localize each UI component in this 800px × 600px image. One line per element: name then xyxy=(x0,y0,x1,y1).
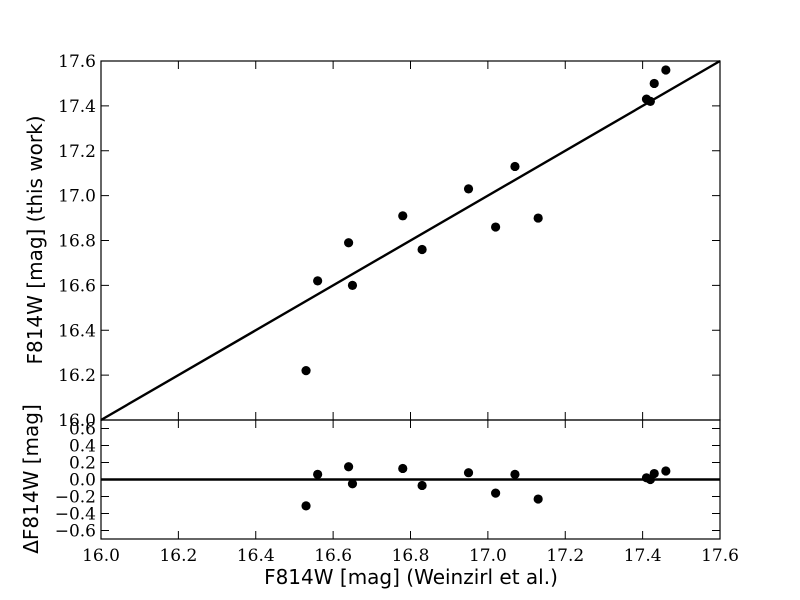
residual-data-point xyxy=(661,466,671,476)
main-data-point xyxy=(649,78,659,89)
residual-data-point xyxy=(491,488,501,498)
residual-panel: −0.6−0.4−0.20.00.20.40.6 16.0 16.2 16.4 16.6… xyxy=(55,419,739,566)
main-data-point xyxy=(463,184,474,194)
main-data-point xyxy=(491,222,501,232)
main-y-tick-label: 16.8 xyxy=(58,232,96,252)
residual-y-tick-label: −0.4 xyxy=(55,505,96,525)
main-y-tick-label: 16.4 xyxy=(58,321,96,341)
residual-y-tick-label: 0.6 xyxy=(69,420,96,440)
main-panel: 16.0 16.2 16.4 16.6 16.8 17.0 17.2 17.4 17.6 xyxy=(58,52,721,431)
x-tick-label: 17.0 xyxy=(469,546,507,566)
x-tick-label: 16.8 xyxy=(392,546,430,566)
main-data-point xyxy=(417,244,427,255)
residual-data-point xyxy=(510,469,520,479)
residual-data-point xyxy=(417,480,427,491)
main-data-point xyxy=(344,238,354,248)
x-tick-label: 16.2 xyxy=(159,546,197,566)
main-y-tick-label: 17.4 xyxy=(58,97,96,117)
main-data-point xyxy=(398,211,408,221)
main-y-tick-label: 17.2 xyxy=(58,142,96,162)
main-y-tick-label: 16.6 xyxy=(58,276,96,296)
main-data-point xyxy=(533,213,543,223)
residual-data-point xyxy=(398,463,408,474)
residual-data-point xyxy=(649,468,659,479)
main-y-axis-label: F814W [mag] (this work) xyxy=(23,115,47,364)
main-data-point xyxy=(301,366,311,376)
main-y-tick-label: 16.0 xyxy=(58,411,96,431)
residual-data-point xyxy=(533,494,543,504)
main-data-point xyxy=(510,161,520,172)
residual-y-tick-label: 0.2 xyxy=(69,454,96,474)
x-tick-label: 17.4 xyxy=(624,546,662,566)
residual-y-axis-label: ΔF814W [mag] xyxy=(19,404,43,554)
main-data-point xyxy=(347,280,358,290)
main-data-point xyxy=(645,96,655,106)
x-axis-label: F814W [mag] (Weinzirl et al.) xyxy=(264,565,558,589)
residual-y-tick-label: −0.6 xyxy=(55,522,96,542)
x-tick-label: 16.0 xyxy=(82,546,120,566)
residual-y-tick-label: 0.0 xyxy=(69,471,96,491)
residual-y-tick-label: −0.2 xyxy=(55,488,96,508)
main-y-tick-label: 17.0 xyxy=(58,187,96,207)
x-tick-label: 17.6 xyxy=(701,546,739,566)
residual-data-point xyxy=(301,501,311,511)
residual-data-point xyxy=(347,479,358,489)
residual-data-point xyxy=(344,462,354,472)
main-data-point xyxy=(661,65,671,75)
main-y-tick-label: 17.6 xyxy=(58,52,96,72)
main-data-point xyxy=(313,276,323,286)
residual-y-tick-label: 0.4 xyxy=(69,437,96,457)
one-to-one-line xyxy=(100,59,721,422)
x-tick-label: 16.6 xyxy=(314,546,352,566)
residual-data-point xyxy=(313,469,323,479)
x-tick-label: 17.2 xyxy=(546,546,584,566)
main-y-tick-label: 16.2 xyxy=(58,366,96,386)
residual-data-point xyxy=(463,468,474,478)
x-tick-label: 16.4 xyxy=(237,546,275,566)
